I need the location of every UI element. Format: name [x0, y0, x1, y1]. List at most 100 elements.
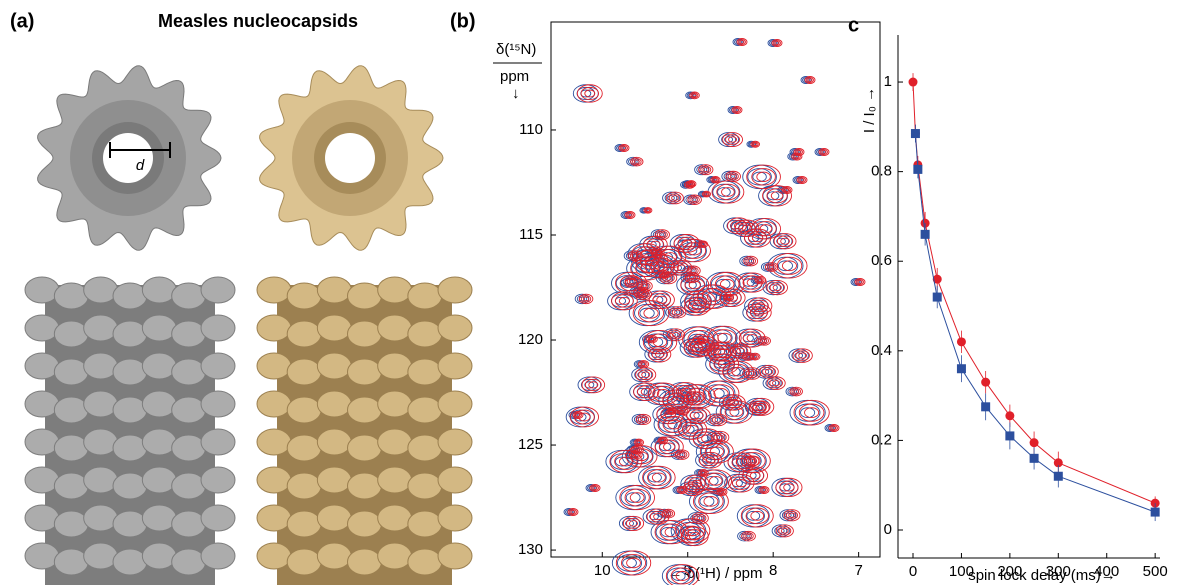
y-tick-label: 115 [519, 226, 543, 243]
contour [791, 350, 806, 361]
helix-lobe [407, 548, 443, 576]
contour [757, 336, 771, 346]
panel-label: c [848, 14, 859, 36]
y-tick-label: 0.8 [871, 163, 892, 180]
contour [754, 486, 766, 494]
helix-lobe [377, 390, 413, 418]
contour [679, 452, 686, 457]
contour [729, 173, 737, 179]
y-unit: ppm [500, 68, 529, 85]
contour [672, 486, 684, 494]
contour [751, 299, 769, 313]
contour [710, 430, 730, 444]
contour [723, 172, 735, 181]
helix-lobe [53, 320, 89, 348]
helix-lobe [141, 352, 177, 380]
contour [830, 425, 838, 431]
helix-lobe [171, 396, 207, 424]
contour [634, 369, 650, 381]
contour [795, 149, 803, 155]
contour [615, 275, 639, 292]
contour [659, 523, 684, 541]
contour [621, 554, 647, 572]
helix-lobe [24, 390, 60, 418]
helix-lobe [407, 282, 443, 310]
contour [726, 396, 743, 409]
contour [856, 279, 864, 285]
helix-lobe [24, 276, 60, 304]
contour [615, 550, 652, 576]
contour [746, 455, 761, 467]
contour [774, 526, 788, 536]
contour [654, 519, 689, 545]
contour [633, 360, 646, 369]
helix-lobe [83, 352, 119, 380]
helix-lobe [256, 276, 292, 304]
contour [736, 38, 748, 46]
contour [563, 508, 575, 516]
contour [710, 176, 721, 184]
contour [639, 307, 655, 319]
x-tick-label: 400 [1094, 563, 1119, 580]
contour [625, 492, 641, 503]
helix-lobe [316, 504, 352, 532]
contour [633, 159, 640, 164]
contour [820, 149, 828, 155]
contour [709, 446, 724, 457]
contour [638, 369, 654, 381]
contour [589, 484, 601, 492]
contour [665, 306, 683, 319]
contour [728, 473, 755, 493]
contour [762, 185, 793, 207]
contour [592, 486, 598, 490]
contour [768, 264, 775, 270]
contour [584, 381, 595, 389]
contour [637, 415, 650, 424]
contour [712, 415, 725, 425]
contour [610, 453, 634, 470]
helix-lobe [286, 434, 322, 462]
contour [619, 275, 643, 292]
contour [624, 278, 638, 289]
contour [800, 407, 816, 419]
contour [745, 257, 757, 265]
y-label: I / I₀ → [861, 87, 878, 133]
contour [727, 217, 751, 235]
helix-lobe [83, 314, 119, 342]
helix-lobe [112, 510, 148, 538]
helix-lobe [316, 390, 352, 418]
contour [762, 188, 784, 204]
contour [776, 256, 803, 275]
contour [688, 266, 699, 275]
contour [670, 567, 695, 585]
helix-lobe [200, 542, 236, 570]
contour [751, 168, 776, 186]
helix-lobe [286, 548, 322, 576]
contour [698, 454, 716, 467]
contour [696, 515, 704, 521]
contour [800, 76, 812, 84]
contour [828, 424, 840, 432]
helix-lobe [53, 282, 89, 310]
fit-line [914, 133, 1156, 513]
helix-lobe [437, 390, 473, 418]
contour [671, 570, 686, 581]
helix-lobe [347, 548, 382, 576]
contour [652, 293, 672, 307]
point [1053, 458, 1063, 468]
contour [748, 397, 775, 416]
contour [747, 299, 765, 313]
contour [635, 439, 643, 446]
contour [762, 279, 784, 296]
helix-lobe [407, 358, 443, 386]
contour [735, 479, 747, 488]
helix-lobe [200, 352, 236, 380]
contour [750, 218, 782, 240]
contour [580, 378, 598, 391]
contour [743, 255, 759, 267]
contour [688, 299, 707, 314]
y-label: δ(¹⁵N) [496, 41, 536, 58]
helix-lobe [53, 434, 89, 462]
helix-lobe [141, 314, 177, 342]
contour [647, 348, 664, 361]
